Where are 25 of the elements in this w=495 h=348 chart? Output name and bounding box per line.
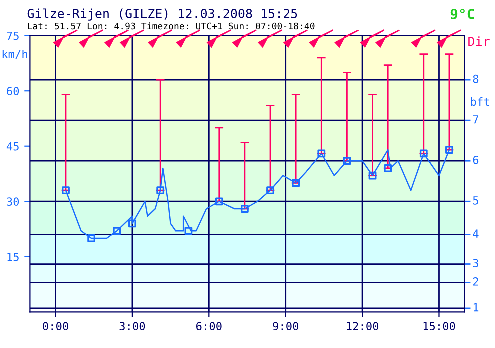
text: Dir (468, 36, 490, 46)
text: bft (471, 98, 490, 106)
x-tick-label: 6:00 (196, 322, 222, 331)
text: 2 (473, 278, 478, 286)
x-tick-label: 15:00 (424, 322, 456, 331)
text: 8 (473, 74, 479, 84)
chart-title: Gilze-Rijen (GILZE) 12.03.2008 15:25 (28, 8, 298, 21)
x-tick-label: 9:00 (273, 322, 299, 331)
y-axis-title: km/h (2, 50, 28, 60)
x-tick-label: 3:00 (120, 322, 146, 331)
y-tick-label: 45 (6, 142, 19, 151)
text: 3 (473, 259, 478, 268)
x-tick-label: 12:00 (347, 322, 379, 331)
text: 9°C (450, 8, 474, 20)
y-tick-label: 60 (7, 87, 20, 96)
x-tick-label: 0:00 (43, 322, 68, 331)
y-tick-label: 30 (7, 198, 20, 206)
chart-subtitle: Lat: 51.57 Lon: 4.93 Timezone: UTC+1 Sun: 07:00-18:40 (28, 22, 315, 30)
text: 1 (474, 303, 479, 312)
text: 5 (473, 196, 478, 205)
text: 7 (473, 116, 478, 124)
y-tick-label: 75 (7, 32, 19, 40)
text: 6 (473, 156, 479, 164)
text: 4 (473, 230, 479, 238)
y-tick-label: 15 (8, 253, 19, 262)
